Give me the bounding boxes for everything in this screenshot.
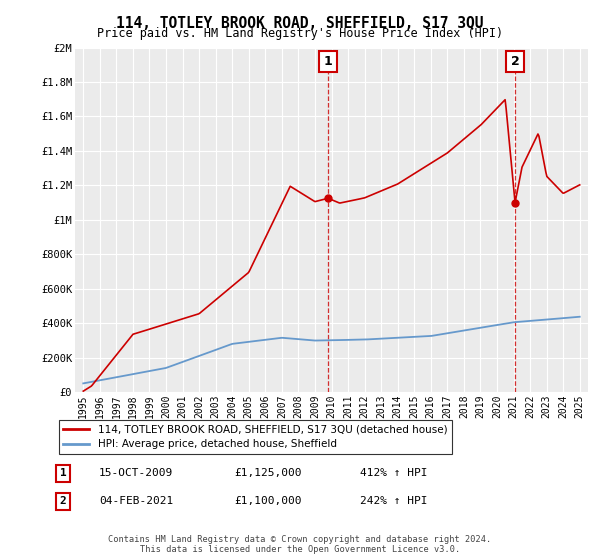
Text: 1: 1 <box>59 468 67 478</box>
Legend: 114, TOTLEY BROOK ROAD, SHEFFIELD, S17 3QU (detached house), HPI: Average price,: 114, TOTLEY BROOK ROAD, SHEFFIELD, S17 3… <box>59 420 452 454</box>
Text: 242% ↑ HPI: 242% ↑ HPI <box>360 496 427 506</box>
Text: 2: 2 <box>59 496 67 506</box>
Text: Price paid vs. HM Land Registry's House Price Index (HPI): Price paid vs. HM Land Registry's House … <box>97 27 503 40</box>
Text: 1: 1 <box>323 55 332 68</box>
Text: 15-OCT-2009: 15-OCT-2009 <box>99 468 173 478</box>
Text: Contains HM Land Registry data © Crown copyright and database right 2024.
This d: Contains HM Land Registry data © Crown c… <box>109 535 491 554</box>
Text: 412% ↑ HPI: 412% ↑ HPI <box>360 468 427 478</box>
Text: 114, TOTLEY BROOK ROAD, SHEFFIELD, S17 3QU: 114, TOTLEY BROOK ROAD, SHEFFIELD, S17 3… <box>116 16 484 31</box>
Text: £1,125,000: £1,125,000 <box>234 468 302 478</box>
Text: 2: 2 <box>511 55 520 68</box>
Text: £1,100,000: £1,100,000 <box>234 496 302 506</box>
Text: 04-FEB-2021: 04-FEB-2021 <box>99 496 173 506</box>
